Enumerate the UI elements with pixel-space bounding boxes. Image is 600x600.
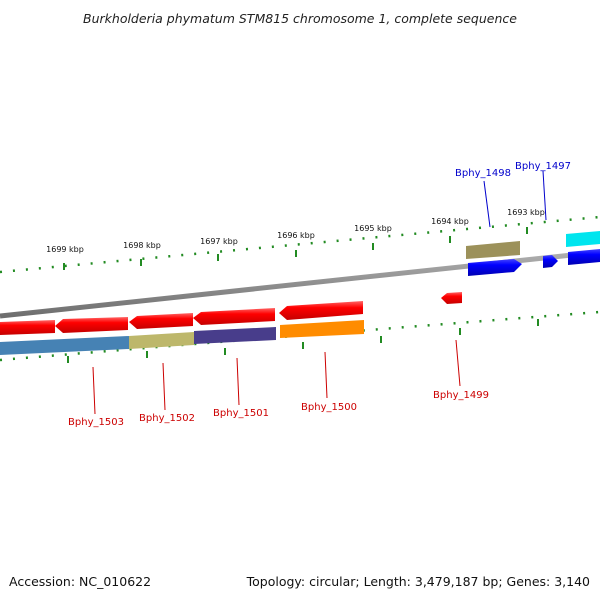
- accession-text: Accession: NC_010622: [9, 574, 151, 589]
- gene-arrow-next[interactable]: [568, 249, 600, 265]
- outer-scale: 1699 kbp 1698 kbp 1697 kbp 1696 kbp 1695…: [0, 208, 600, 274]
- gene-arrow-bphy-1501[interactable]: [193, 308, 275, 325]
- scale-label: 1698 kbp: [123, 241, 161, 250]
- gene-label[interactable]: Bphy_1503: [68, 417, 124, 428]
- gene-label[interactable]: Bphy_1498: [455, 168, 511, 179]
- leader-bphy-1501: [236, 357, 240, 406]
- gene-label[interactable]: Bphy_1502: [139, 413, 195, 424]
- gene-arrow-bphy-1499[interactable]: [441, 292, 462, 304]
- forward-strand-genes: [468, 249, 600, 276]
- gene-label[interactable]: Bphy_1497: [515, 161, 571, 172]
- gene-arrow-bphy-1502[interactable]: [129, 313, 193, 329]
- cog-bar-bphy-1501: [194, 327, 276, 344]
- gene-arrow-bphy-1504[interactable]: [0, 320, 55, 335]
- gene-arrow-bphy-1500[interactable]: [279, 301, 363, 320]
- scale-label: 1696 kbp: [277, 231, 315, 240]
- scale-label: 1699 kbp: [46, 245, 84, 254]
- reverse-strand-genes: [0, 292, 462, 335]
- gene-label[interactable]: Bphy_1501: [213, 408, 269, 419]
- cog-bar-bphy-1503: [0, 336, 129, 355]
- leader-bphy-1499: [455, 339, 461, 387]
- gene-arrow-bphy-1503[interactable]: [55, 317, 128, 333]
- cog-track: [0, 231, 600, 355]
- gene-arrow-bphy-1497[interactable]: [543, 255, 558, 268]
- sequence-summary-text: Topology: circular; Length: 3,479,187 bp…: [246, 574, 590, 589]
- gene-label[interactable]: Bphy_1499: [433, 390, 489, 401]
- cog-bar-bphy-1498: [466, 241, 520, 259]
- map-title: Burkholderia phymatum STM815 chromosome …: [83, 11, 517, 26]
- scale-label: 1697 kbp: [200, 237, 238, 246]
- scale-label: 1693 kbp: [507, 208, 545, 217]
- cog-bar-bphy-1497: [566, 231, 600, 247]
- cog-bar-bphy-1500: [280, 320, 364, 338]
- scale-label: 1695 kbp: [354, 224, 392, 233]
- cog-bar-bphy-1502: [129, 332, 194, 349]
- gene-label[interactable]: Bphy_1500: [301, 402, 357, 413]
- leader-bphy-1502: [162, 362, 166, 411]
- leader-bphy-1497: [542, 170, 547, 221]
- leader-bphy-1500: [324, 351, 328, 399]
- gene-label-leaders: [92, 170, 547, 415]
- leader-bphy-1503: [92, 366, 96, 415]
- scale-label: 1694 kbp: [431, 217, 469, 226]
- gene-arrow-bphy-1498[interactable]: [468, 259, 522, 276]
- leader-bphy-1498: [483, 180, 491, 228]
